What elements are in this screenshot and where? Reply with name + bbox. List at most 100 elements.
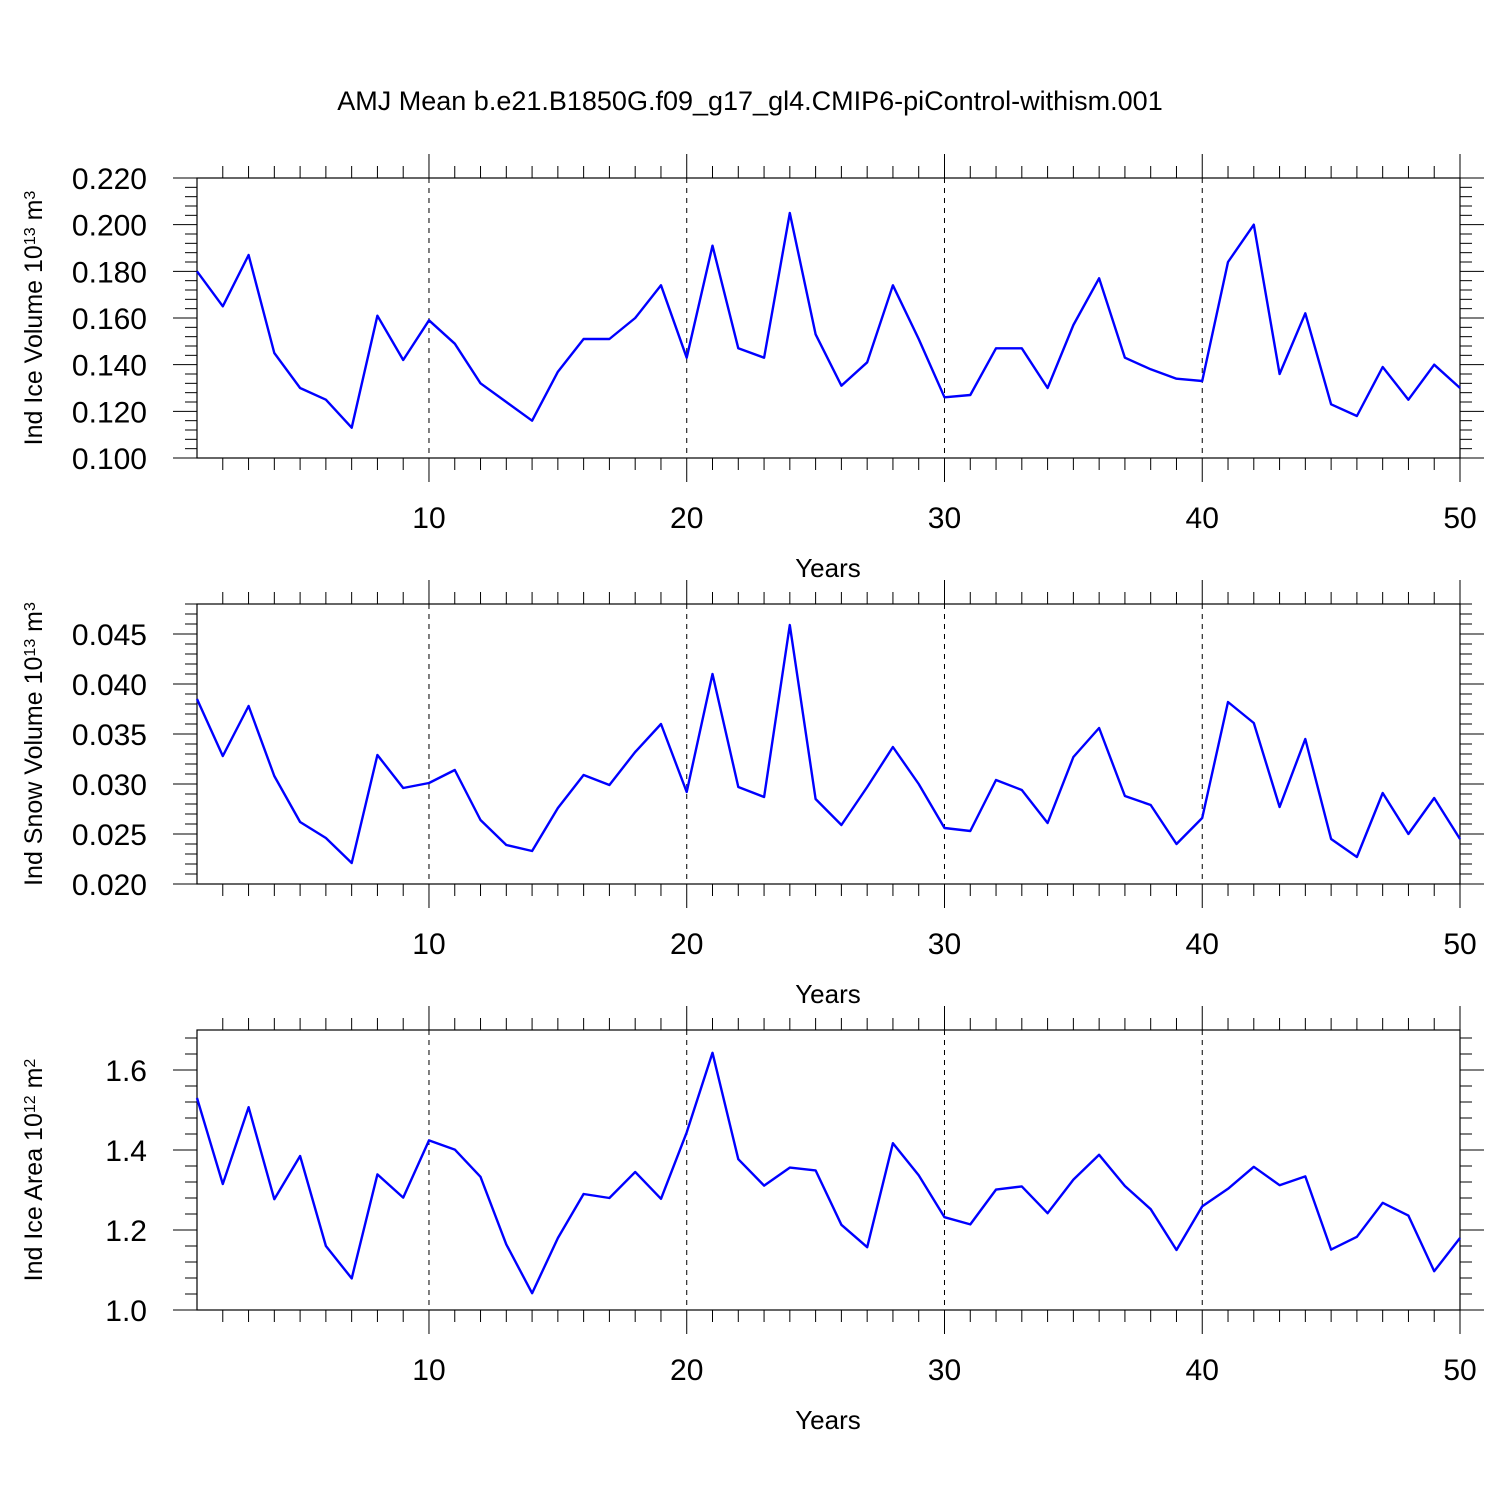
data-point — [530, 1291, 534, 1295]
data-point — [1406, 1214, 1410, 1218]
x-tick-label: 20 — [670, 1354, 703, 1387]
y-tick-label: 0.120 — [72, 396, 147, 429]
data-point — [324, 836, 328, 840]
data-point — [788, 211, 792, 215]
x-tick-label: 50 — [1443, 502, 1476, 535]
data-point — [685, 356, 689, 360]
x-axis-label: Years — [795, 979, 861, 1009]
data-point — [247, 1105, 251, 1109]
y-tick-label: 1.6 — [105, 1055, 147, 1088]
data-point — [1278, 805, 1282, 809]
data-point — [607, 337, 611, 341]
data-point — [1046, 1211, 1050, 1215]
data-point — [1174, 1248, 1178, 1252]
data-point — [968, 829, 972, 833]
data-point — [350, 861, 354, 865]
data-point — [633, 750, 637, 754]
data-point — [891, 1141, 895, 1145]
data-point — [375, 1172, 379, 1176]
data-point — [917, 337, 921, 341]
data-point — [427, 318, 431, 322]
data-point — [1020, 346, 1024, 350]
data-point — [839, 1223, 843, 1227]
data-point — [1432, 796, 1436, 800]
data-point — [917, 1173, 921, 1177]
data-point — [1458, 837, 1462, 841]
data-point — [1303, 737, 1307, 741]
y-tick-label: 0.035 — [72, 719, 147, 752]
data-point — [1200, 379, 1204, 383]
data-point — [195, 697, 199, 701]
data-point — [298, 1154, 302, 1158]
data-point — [375, 753, 379, 757]
data-point — [814, 1168, 818, 1172]
plot-frame — [196, 1029, 1461, 1311]
data-point — [453, 768, 457, 772]
data-point — [1200, 1204, 1204, 1208]
data-point — [1432, 1269, 1436, 1273]
x-tick-label: 10 — [412, 928, 445, 961]
x-tick-label: 30 — [928, 928, 961, 961]
data-point — [298, 820, 302, 824]
data-point — [1149, 803, 1153, 807]
data-point — [1458, 1236, 1462, 1240]
data-point — [659, 722, 663, 726]
data-point — [1226, 260, 1230, 264]
chart-panel-2: 0.020 0.025 0.030 0.035 0.040 0.045 10 20 30 40 50… — [20, 580, 1484, 1009]
data-point — [1097, 276, 1101, 280]
data-point — [891, 745, 895, 749]
y-tick-label: 0.100 — [72, 443, 147, 476]
x-tick-label: 10 — [412, 502, 445, 535]
data-point — [814, 797, 818, 801]
data-point — [1097, 1153, 1101, 1157]
x-axis-label: Years — [795, 553, 861, 583]
data-point — [607, 1196, 611, 1200]
data-point — [556, 806, 560, 810]
y-tick-label: 0.160 — [72, 303, 147, 336]
data-point — [865, 785, 869, 789]
series-line — [195, 623, 1462, 865]
data-point — [994, 346, 998, 350]
figure-title: AMJ Mean b.e21.B1850G.f09_g17_gl4.CMIP6-… — [337, 86, 1163, 116]
data-point — [1046, 386, 1050, 390]
data-point — [1432, 363, 1436, 367]
x-axis-label: Years — [795, 1405, 861, 1435]
data-point — [530, 419, 534, 423]
data-point — [272, 774, 276, 778]
data-point — [401, 358, 405, 362]
data-point — [272, 351, 276, 355]
data-point — [1303, 1174, 1307, 1178]
y-axis-label: Ind Ice Area 1012 m2 — [20, 1059, 48, 1282]
data-point — [968, 393, 972, 397]
y-axis-label: Ind Snow Volume 1013 m3 — [20, 602, 48, 886]
data-point — [453, 1148, 457, 1152]
data-point — [272, 1197, 276, 1201]
y-tick-label: 1.4 — [105, 1135, 147, 1168]
data-point — [1174, 842, 1178, 846]
data-point — [891, 283, 895, 287]
y-tick-label: 0.020 — [72, 869, 147, 902]
data-point — [762, 356, 766, 360]
data-point — [736, 785, 740, 789]
x-tick-label: 20 — [670, 502, 703, 535]
data-point — [1252, 1165, 1256, 1169]
x-tick-label: 40 — [1186, 1354, 1219, 1387]
data-point — [814, 332, 818, 336]
data-point — [711, 244, 715, 248]
data-point — [1123, 1184, 1127, 1188]
data-point — [479, 818, 483, 822]
x-tick-label: 30 — [928, 1354, 961, 1387]
data-point — [350, 1276, 354, 1280]
y-tick-label: 0.140 — [72, 350, 147, 383]
x-tick-label: 10 — [412, 1354, 445, 1387]
y-tick-label: 0.040 — [72, 669, 147, 702]
data-point — [865, 1245, 869, 1249]
data-point — [1123, 794, 1127, 798]
data-point — [504, 1242, 508, 1246]
data-point — [582, 1192, 586, 1196]
data-point — [1149, 1207, 1153, 1211]
data-point — [530, 849, 534, 853]
data-point — [1278, 1183, 1282, 1187]
data-point — [942, 826, 946, 830]
data-point — [556, 1236, 560, 1240]
